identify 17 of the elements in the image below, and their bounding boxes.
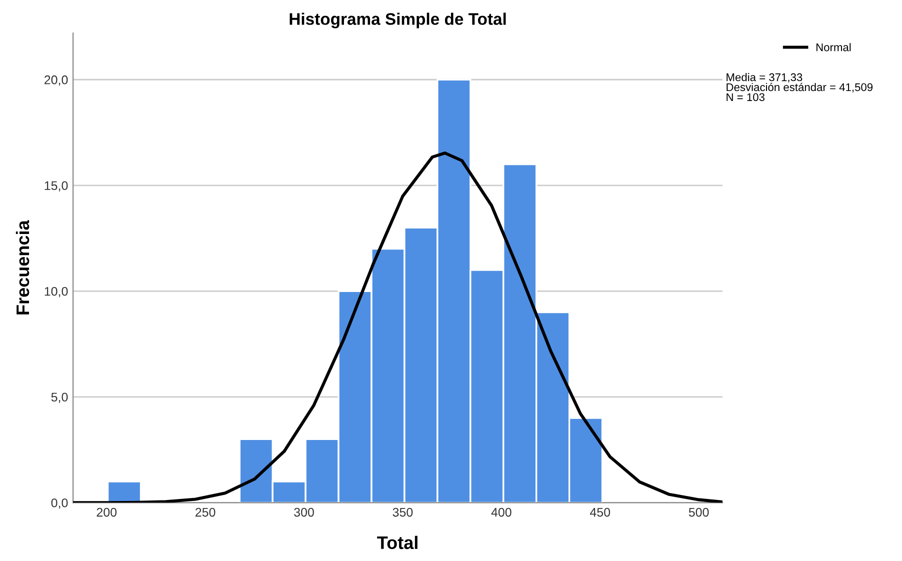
x-tick-label: 400 (491, 508, 512, 517)
x-tick-label: 450 (590, 508, 610, 517)
y-tick-label: 5,0 (51, 392, 68, 404)
x-axis-title: Total (377, 536, 418, 550)
x-tick-label: 300 (294, 508, 314, 517)
chart-title: Histograma Simple de Total (290, 12, 506, 28)
x-tick-label: 250 (196, 508, 216, 517)
y-axis-title: Frecuencia (16, 220, 30, 314)
y-tick-label: 15,0 (44, 181, 68, 192)
text: Media = 371,33 Desviación estándar = 41,509 N = 103 (726, 73, 873, 102)
x-tick-label: 500 (688, 508, 709, 517)
legend-label: Normal (816, 43, 851, 52)
x-tick-label: 350 (392, 508, 413, 517)
x-tick-label: 200 (96, 508, 117, 517)
y-tick-label: 20,0 (44, 75, 68, 86)
y-tick-label: 0,0 (51, 498, 68, 509)
y-tick-label: 10,0 (44, 286, 68, 298)
